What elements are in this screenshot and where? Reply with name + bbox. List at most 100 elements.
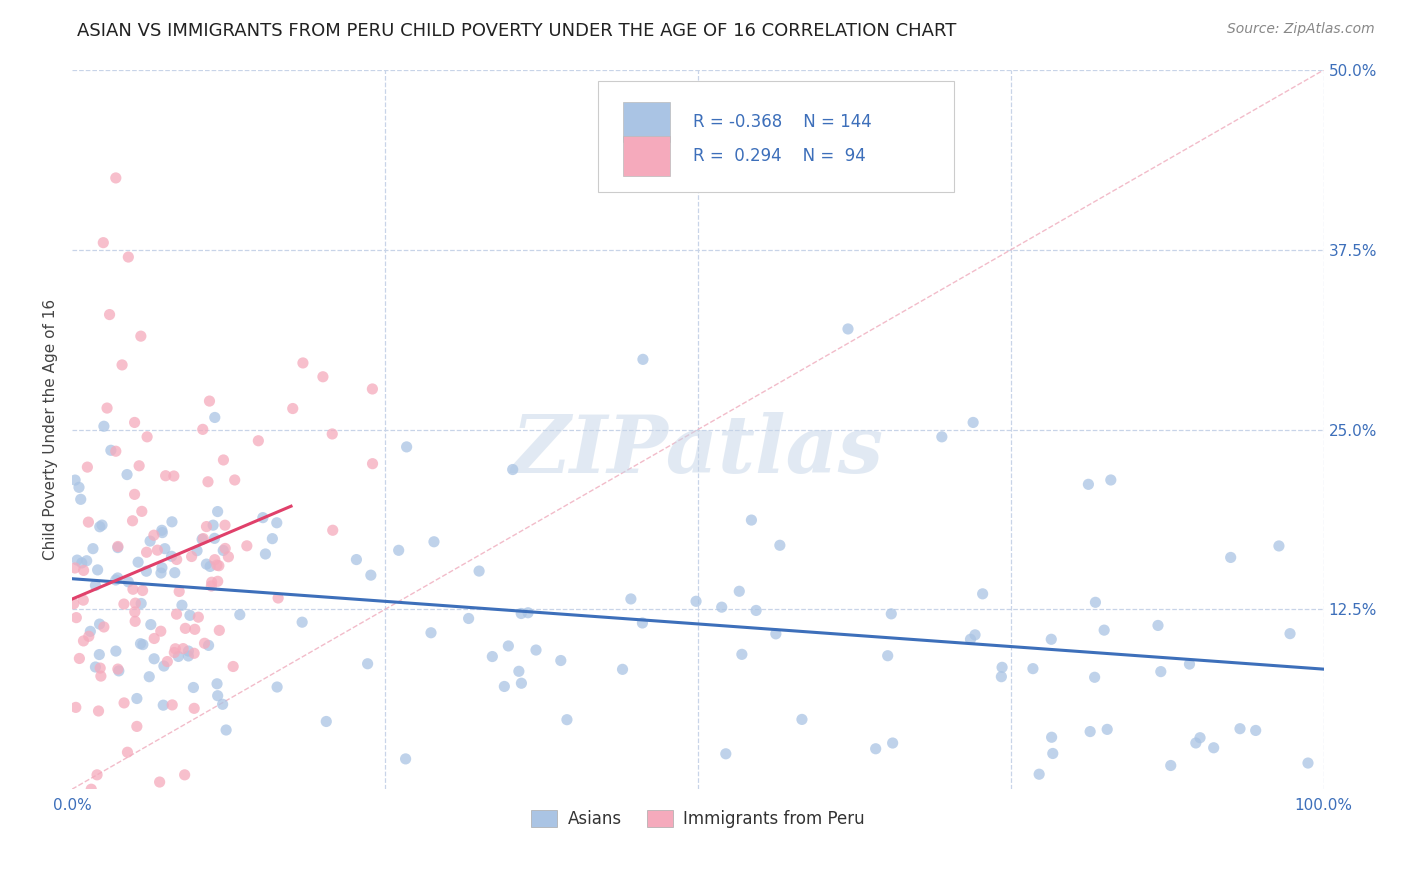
Point — [173, 768, 195, 782]
Point — [200, 579, 222, 593]
Text: R = -0.368    N = 144: R = -0.368 N = 144 — [693, 113, 872, 131]
Point — [1268, 539, 1291, 553]
Point — [76, 460, 98, 475]
Point — [224, 473, 246, 487]
Point — [107, 541, 129, 555]
Point — [124, 605, 146, 619]
Point — [198, 559, 221, 574]
Point — [1022, 662, 1045, 676]
Point — [222, 659, 245, 673]
FancyBboxPatch shape — [598, 81, 955, 193]
Point — [93, 620, 115, 634]
Point — [959, 632, 981, 647]
Point — [166, 552, 188, 566]
Point — [139, 534, 162, 549]
Point — [63, 561, 86, 575]
Point — [254, 547, 277, 561]
Point — [423, 534, 446, 549]
Point — [143, 632, 166, 646]
Point — [962, 416, 984, 430]
Point — [104, 573, 127, 587]
Point — [167, 584, 190, 599]
Point — [205, 558, 228, 573]
Point — [135, 545, 157, 559]
Text: ASIAN VS IMMIGRANTS FROM PERU CHILD POVERTY UNDER THE AGE OF 16 CORRELATION CHAR: ASIAN VS IMMIGRANTS FROM PERU CHILD POVE… — [77, 22, 956, 40]
Point — [183, 681, 205, 695]
Point — [191, 422, 214, 436]
Point — [172, 641, 194, 656]
Point — [180, 549, 202, 564]
Point — [124, 416, 146, 430]
Point — [87, 704, 110, 718]
Point — [129, 597, 152, 611]
Point — [494, 680, 516, 694]
Point — [86, 563, 108, 577]
Point — [731, 648, 754, 662]
Point — [631, 352, 654, 367]
Point — [107, 571, 129, 585]
Point — [135, 564, 157, 578]
Point — [740, 513, 762, 527]
Point — [395, 440, 418, 454]
Point — [76, 554, 98, 568]
Point — [1084, 670, 1107, 684]
Point — [131, 504, 153, 518]
Point — [322, 523, 344, 537]
Point — [498, 639, 520, 653]
Point — [1092, 623, 1115, 637]
Point — [160, 698, 183, 712]
FancyBboxPatch shape — [623, 136, 671, 176]
Point — [138, 670, 160, 684]
Point — [1229, 722, 1251, 736]
Point — [212, 543, 235, 558]
Point — [1078, 724, 1101, 739]
Point — [160, 515, 183, 529]
Point — [193, 532, 215, 546]
Point — [1279, 626, 1302, 640]
Point — [620, 591, 643, 606]
Point — [517, 606, 540, 620]
Point — [236, 539, 259, 553]
Point — [247, 434, 270, 448]
Point — [508, 665, 530, 679]
Point — [100, 443, 122, 458]
Point — [204, 532, 226, 546]
Point — [139, 617, 162, 632]
Point — [125, 719, 148, 733]
Point — [215, 723, 238, 737]
Y-axis label: Child Poverty Under the Age of 16: Child Poverty Under the Age of 16 — [44, 299, 58, 560]
Point — [344, 552, 367, 566]
Point — [143, 652, 166, 666]
Point — [510, 676, 533, 690]
Point — [468, 564, 491, 578]
Point — [91, 235, 114, 250]
Point — [89, 520, 111, 534]
Point — [163, 566, 186, 580]
Point — [1099, 473, 1122, 487]
Point — [1084, 595, 1107, 609]
Point — [1040, 731, 1063, 745]
Point — [146, 543, 169, 558]
Point — [193, 636, 215, 650]
Point — [1202, 740, 1225, 755]
Point — [745, 603, 768, 617]
Point — [481, 649, 503, 664]
Point — [129, 329, 152, 343]
Point — [166, 607, 188, 622]
Point — [153, 659, 176, 673]
Point — [281, 401, 304, 416]
Point — [197, 639, 219, 653]
Point — [555, 713, 578, 727]
Point — [82, 541, 104, 556]
Point — [714, 747, 737, 761]
Point — [91, 518, 114, 533]
Point — [201, 575, 224, 590]
Point — [128, 458, 150, 473]
Point — [211, 698, 233, 712]
Point — [107, 662, 129, 676]
Point — [207, 689, 229, 703]
Point — [104, 644, 127, 658]
Point — [117, 250, 139, 264]
Point — [1150, 665, 1173, 679]
Point — [214, 518, 236, 533]
